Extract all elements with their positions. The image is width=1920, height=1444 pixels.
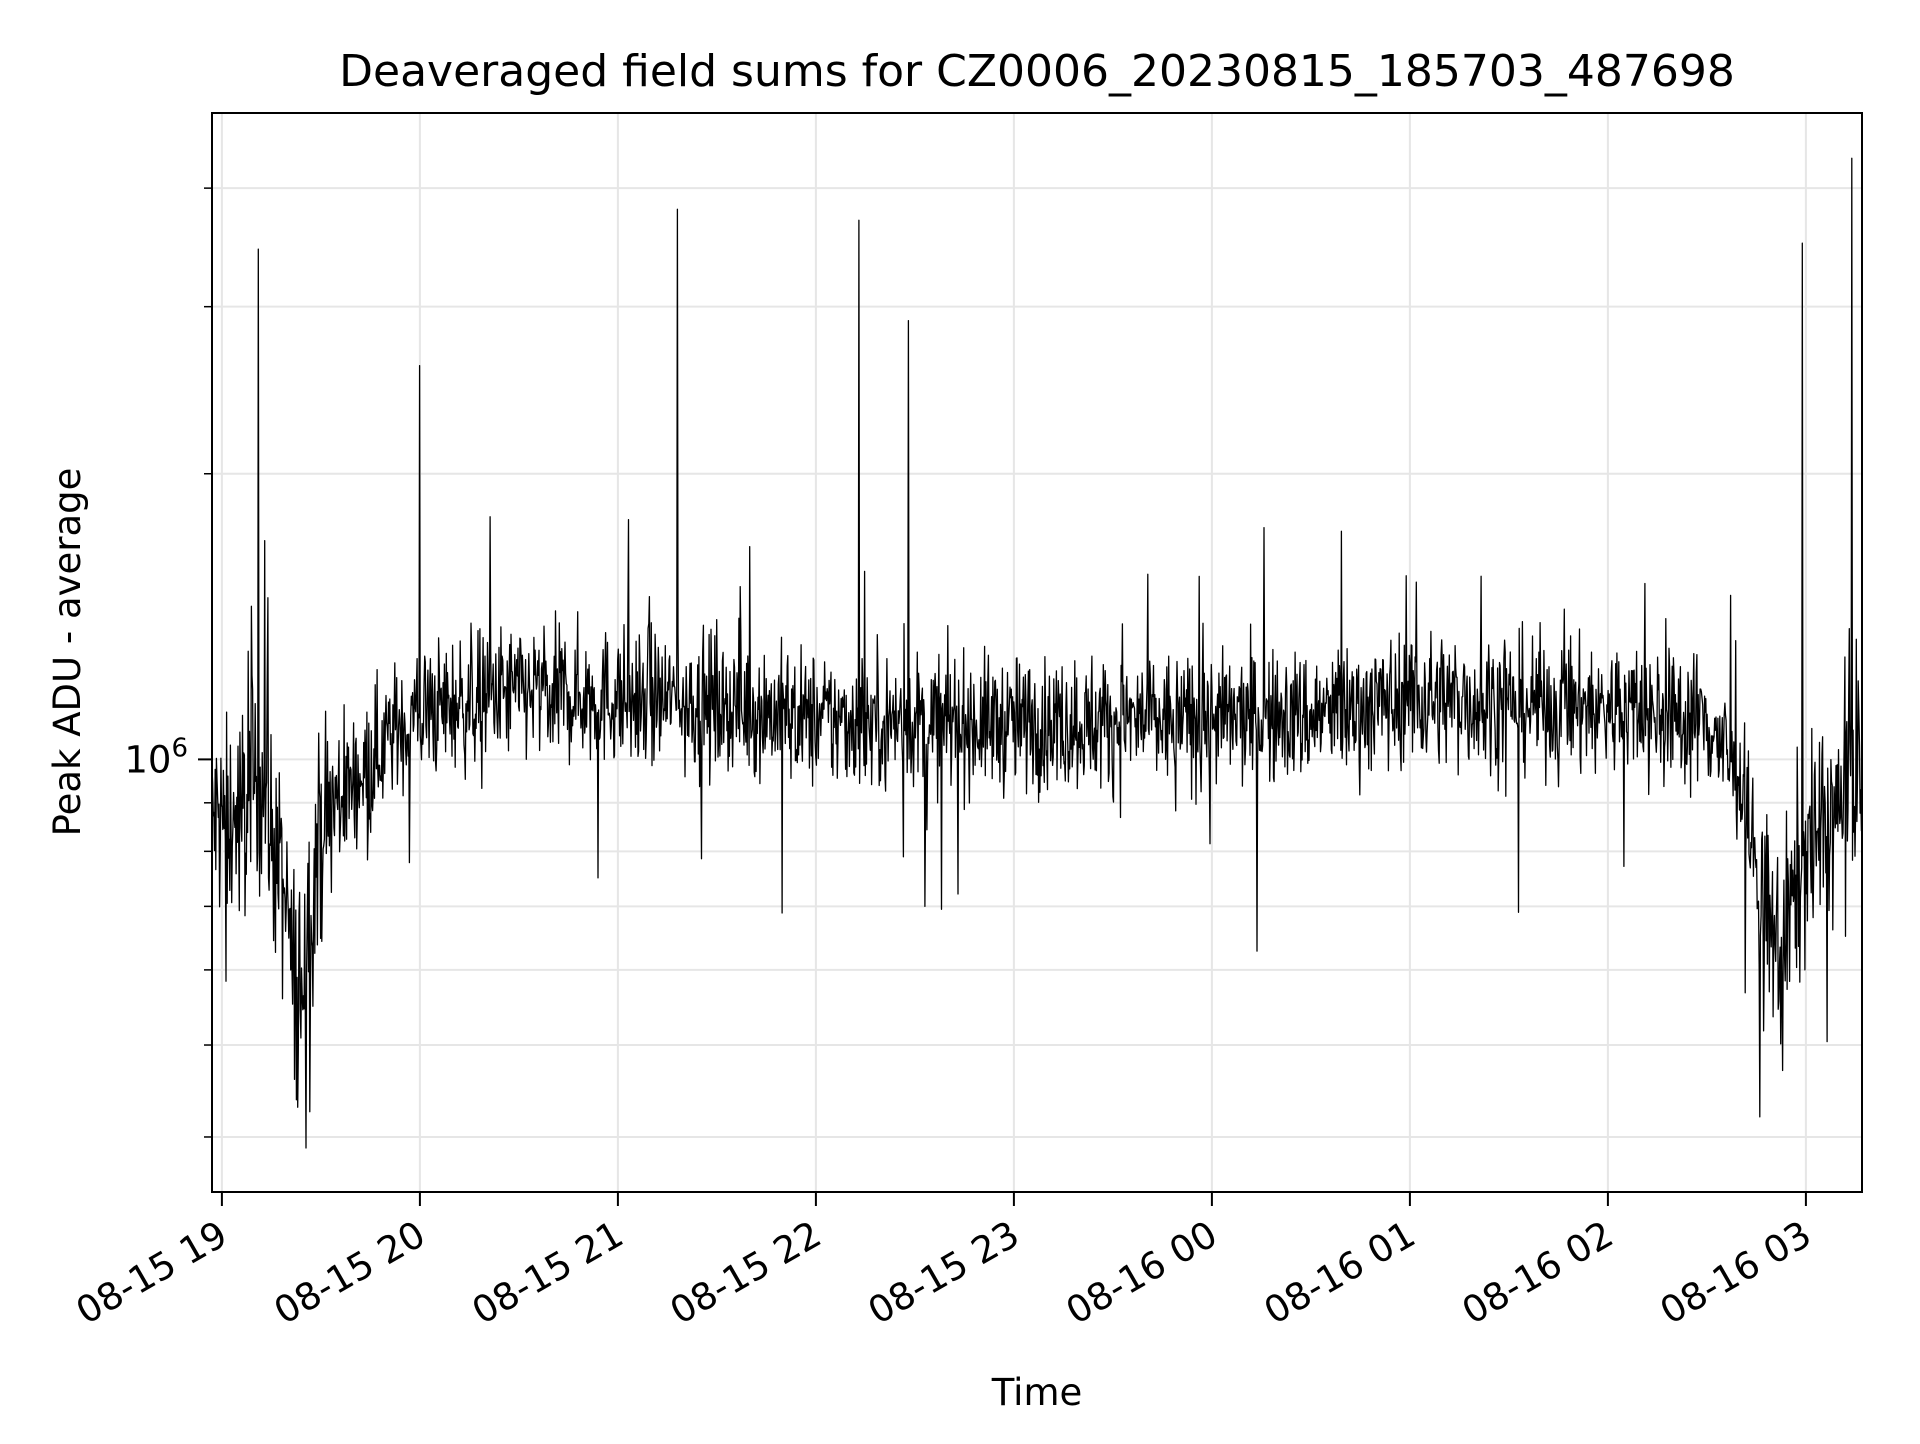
y-axis-label: Peak ADU - average — [46, 468, 89, 837]
y-tick-label: 106 — [124, 733, 188, 781]
x-tick-label: 08-16 03 — [1653, 1213, 1819, 1333]
chart-title: Deaveraged field sums for CZ0006_2023081… — [339, 46, 1735, 97]
x-tick-label: 08-16 01 — [1257, 1213, 1423, 1333]
x-tick-label: 08-16 00 — [1059, 1213, 1225, 1333]
x-axis-label: Time — [991, 1371, 1083, 1414]
x-tick-label: 08-15 21 — [465, 1213, 631, 1333]
series-layer — [211, 157, 1863, 1149]
x-tick-label: 08-15 20 — [267, 1213, 433, 1333]
x-tick-label: 08-15 22 — [663, 1213, 829, 1333]
x-tick-label: 08-15 19 — [69, 1213, 235, 1333]
x-tick-label: 08-16 02 — [1455, 1213, 1621, 1333]
x-tick-label: 08-15 23 — [861, 1213, 1027, 1333]
plot-frame — [211, 112, 1863, 1193]
axis-layer: 106 08-15 19 08-15 20 08-15 21 08-15 22 08-15… — [69, 187, 1819, 1333]
series-line — [211, 157, 1863, 1149]
